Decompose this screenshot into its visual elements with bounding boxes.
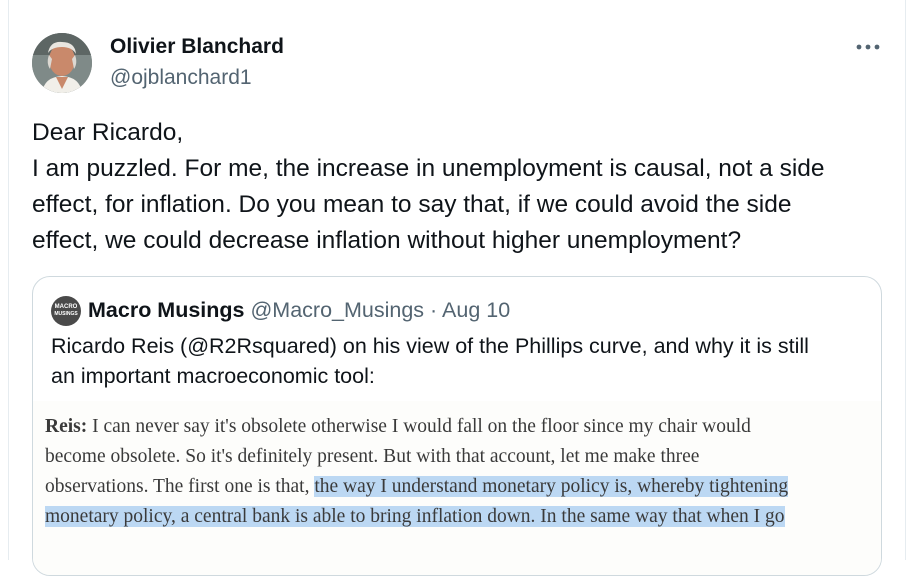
excerpt-line: become obsolete. So it's definitely pres… — [45, 446, 700, 467]
interview-excerpt: Reis: I can never say it's obsolete othe… — [45, 412, 789, 532]
tweet-body: Dear Ricardo, I am puzzled. For me, the … — [32, 115, 892, 259]
excerpt-line: observations. The first one is that, the… — [45, 472, 789, 502]
quoted-tweet-line: an important macroeconomic tool: — [51, 364, 375, 388]
tweet-line: effect, for inflation. Do you mean to sa… — [32, 191, 792, 218]
excerpt-speaker: Reis: — [45, 416, 88, 437]
quoted-tweet-header: Macro Musings @Macro_Musings · Aug 10 — [88, 296, 510, 324]
tweet-container — [8, 0, 906, 560]
tweet-line: effect, we could decrease inflation with… — [32, 227, 742, 254]
quoted-author-handle[interactable]: @Macro_Musings — [250, 298, 425, 322]
meta-separator: · — [430, 298, 438, 322]
avatar-text-line: MACRO — [54, 304, 78, 310]
more-horizontal-icon — [856, 44, 880, 50]
author-avatar[interactable] — [32, 33, 92, 93]
quoted-tweet-card[interactable]: MACRO MUSINGS Macro Musings @Macro_Musin… — [32, 276, 882, 576]
excerpt-highlight: monetary policy, a central bank is able … — [45, 506, 785, 527]
author-name[interactable]: Olivier Blanchard — [110, 35, 284, 58]
excerpt-line: Reis: I can never say it's obsolete othe… — [45, 412, 788, 442]
avatar-text-line: MUSINGS — [54, 311, 78, 317]
avatar-photo-icon — [32, 33, 92, 93]
quoted-tweet-image[interactable]: Reis: I can never say it's obsolete othe… — [33, 401, 881, 575]
quoted-tweet-line: Ricardo Reis (@R2Rsquared) on his view o… — [51, 334, 809, 358]
tweet-line: Dear Ricardo, — [32, 119, 184, 146]
excerpt-text: observations. The first one is that, — [45, 476, 315, 497]
tweet-line: I am puzzled. For me, the increase in un… — [32, 155, 825, 182]
quoted-author-name[interactable]: Macro Musings — [88, 298, 245, 322]
excerpt-highlight: the way I understand monetary policy is,… — [314, 476, 789, 497]
author-handle[interactable]: @ojblanchard1 — [110, 66, 252, 89]
quoted-author-avatar[interactable]: MACRO MUSINGS — [51, 296, 81, 326]
excerpt-text: I can never say it's obsolete otherwise … — [87, 416, 751, 437]
quoted-tweet-date[interactable]: Aug 10 — [442, 298, 511, 322]
more-options-button[interactable] — [852, 36, 884, 58]
excerpt-line: monetary policy, a central bank is able … — [45, 502, 788, 532]
quoted-tweet-body: Ricardo Reis (@R2Rsquared) on his view o… — [51, 331, 871, 391]
